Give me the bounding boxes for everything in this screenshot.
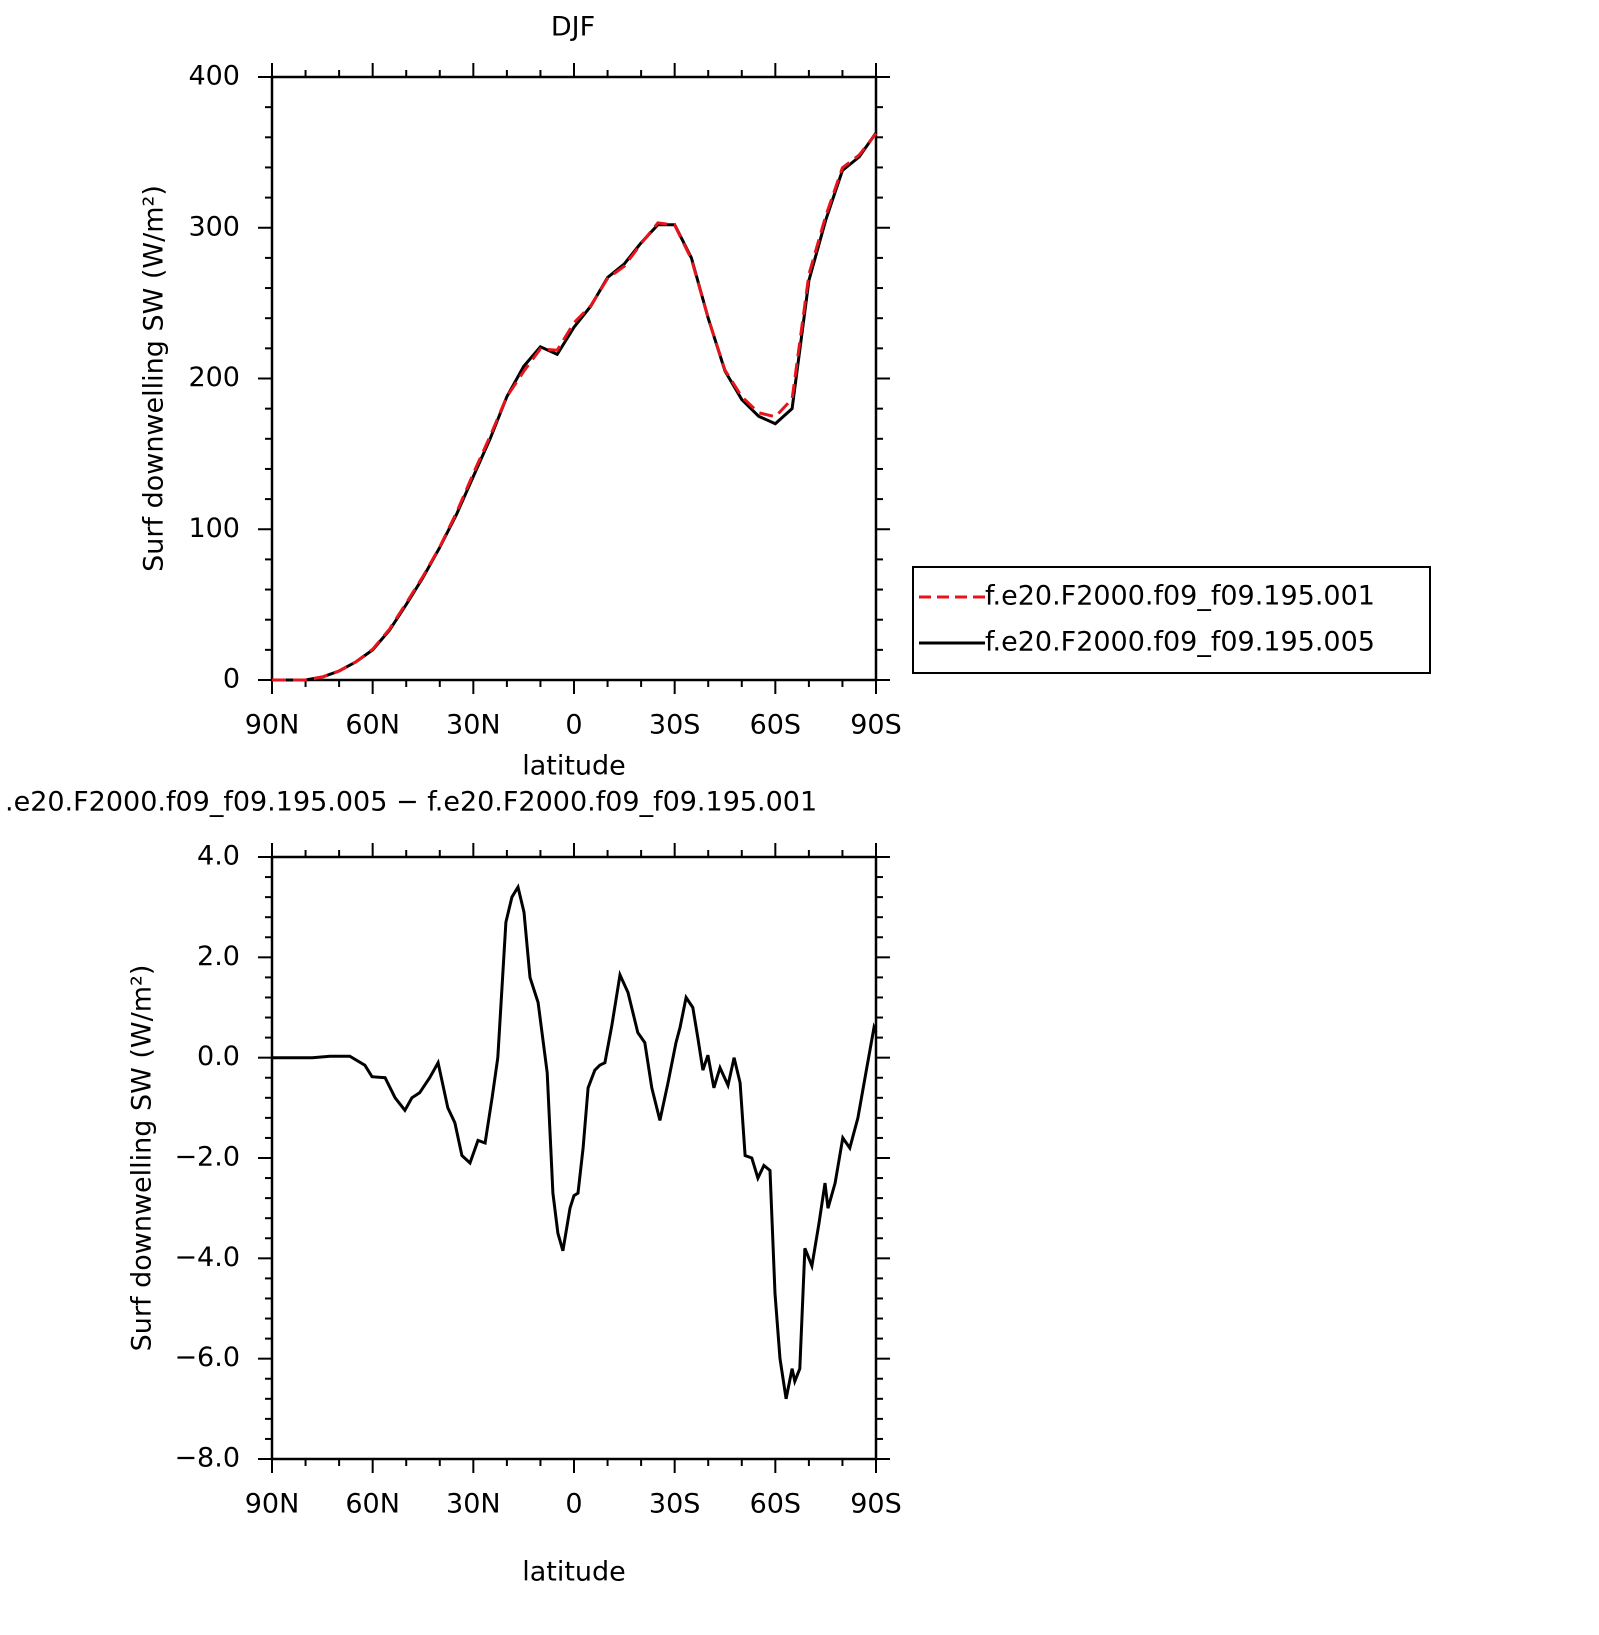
x-tick-label: 30N [446,1489,501,1520]
x-tick-label: 90N [245,710,300,741]
y-tick-label: −8.0 [174,1443,240,1474]
plot-frame [270,855,878,1461]
y-tick-label: 4.0 [197,841,240,872]
x-axis-label: latitude [522,1557,626,1588]
x-tick-label: 90S [850,710,902,741]
x-tick-label: 60N [345,710,400,741]
x-axis-label: latitude [522,751,626,782]
y-tick-label: −4.0 [174,1242,240,1273]
y-tick-label: 2.0 [197,941,240,972]
x-tick-label: 0 [565,710,582,741]
x-tick-label: 90N [245,1489,300,1520]
x-tick-label: 60S [750,1489,802,1520]
y-tick-label: −2.0 [174,1142,240,1173]
y-tick-label: 400 [188,61,240,92]
x-tick-label: 30S [649,1489,701,1520]
legend-label: f.e20.F2000.f09_f09.195.001 [985,581,1375,612]
chart-title: .e20.F2000.f09_f09.195.005 − f.e20.F2000… [5,787,817,818]
chart-title: DJF [551,12,595,43]
x-tick-label: 60N [345,1489,400,1520]
y-tick-label: 0 [223,664,240,695]
y-axis-label: Surf downwelling SW (W/m²) [139,185,170,572]
y-axis-label: Surf downwelling SW (W/m²) [127,965,158,1352]
plot-frame [270,75,878,682]
legend-box [912,566,1431,674]
x-tick-label: 30S [649,710,701,741]
legend-label: f.e20.F2000.f09_f09.195.005 [985,627,1375,658]
y-tick-label: 100 [188,513,240,544]
y-tick-label: 200 [188,362,240,393]
x-tick-label: 90S [850,1489,902,1520]
data-line [272,132,878,682]
y-tick-label: 0.0 [197,1041,240,1072]
x-tick-label: 30N [446,710,501,741]
x-tick-label: 60S [750,710,802,741]
data-line [272,883,878,1400]
y-tick-label: −6.0 [174,1342,240,1373]
y-tick-label: 300 [188,211,240,242]
x-tick-label: 0 [565,1489,582,1520]
